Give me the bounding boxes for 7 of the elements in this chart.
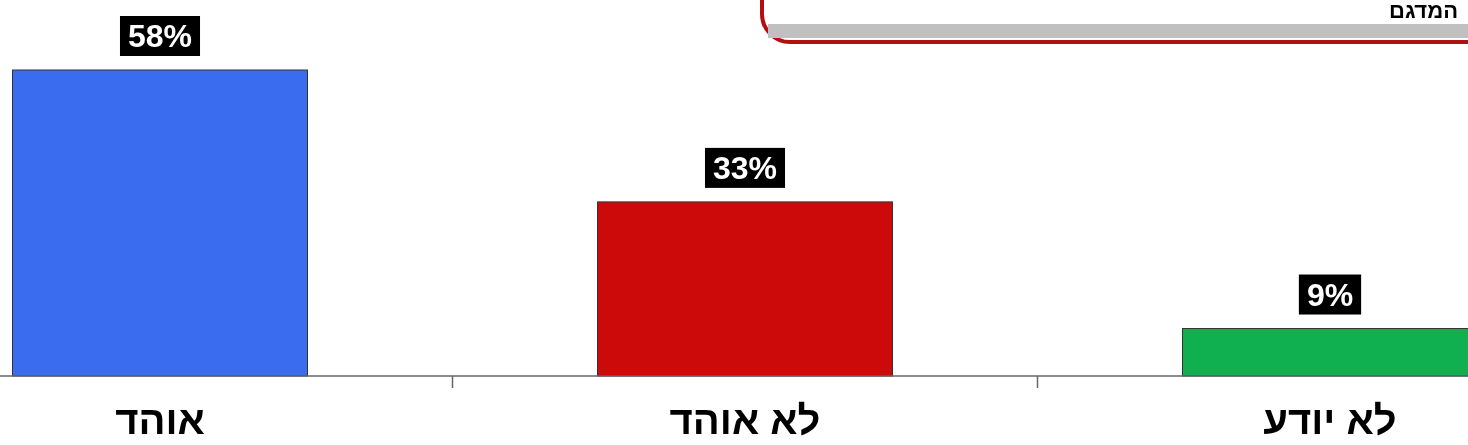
x-tick-label: לא אוהד	[669, 398, 821, 442]
x-tick-label: לא יודע	[1263, 398, 1397, 442]
data-label: 58%	[127, 18, 193, 54]
data-label: 33%	[712, 149, 778, 186]
x-tick-label: אוהד	[115, 398, 205, 442]
data-label: 9%	[1306, 276, 1354, 313]
chart-title: המדגם	[1389, 0, 1458, 23]
